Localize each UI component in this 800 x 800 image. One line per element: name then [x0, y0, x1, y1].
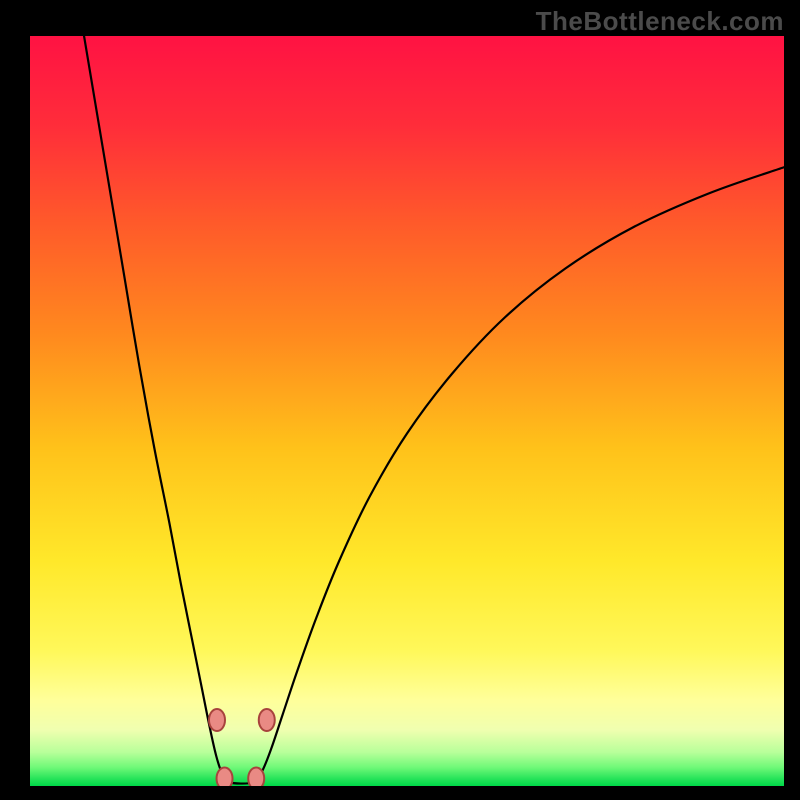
marker-dot: [209, 709, 225, 731]
marker-dot: [217, 768, 233, 787]
curve-layer: [30, 36, 784, 786]
markers-group: [209, 709, 275, 786]
chart-frame: TheBottleneck.com: [0, 0, 800, 800]
marker-dot: [248, 768, 264, 787]
bottleneck-curve: [83, 36, 784, 784]
marker-dot: [259, 709, 275, 731]
watermark-label: TheBottleneck.com: [536, 6, 784, 37]
